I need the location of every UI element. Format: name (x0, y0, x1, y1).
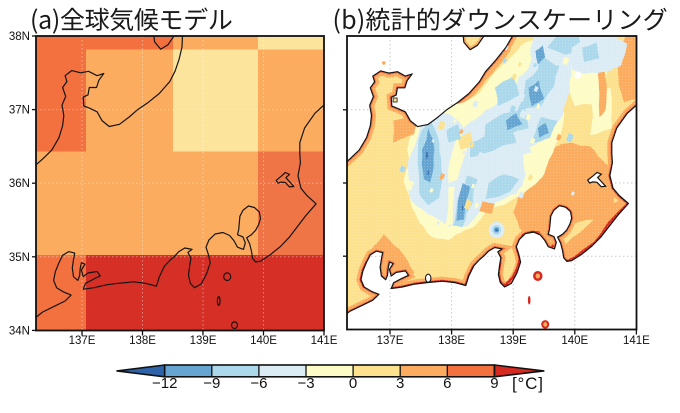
svg-text:6: 6 (443, 375, 451, 392)
svg-text:139E: 139E (500, 335, 527, 347)
svg-text:137E: 137E (69, 335, 96, 347)
svg-text:−6: −6 (250, 375, 267, 392)
svg-text:−3: −3 (297, 375, 314, 392)
svg-text:36N: 36N (9, 178, 30, 190)
svg-text:139E: 139E (190, 335, 217, 347)
svg-text:141E: 141E (623, 335, 650, 347)
svg-text:9: 9 (490, 375, 498, 392)
svg-text:138E: 138E (438, 335, 465, 347)
svg-text:141E: 141E (311, 335, 338, 347)
svg-text:37N: 37N (9, 105, 30, 117)
svg-text:−9: −9 (203, 375, 220, 392)
svg-text:140E: 140E (561, 335, 588, 347)
svg-text:138E: 138E (129, 335, 156, 347)
svg-text:38N: 38N (9, 31, 30, 43)
svg-text:[°C]: [°C] (512, 374, 544, 393)
svg-text:34N: 34N (9, 325, 30, 337)
svg-text:137E: 137E (377, 335, 404, 347)
svg-text:0: 0 (349, 375, 357, 392)
svg-text:140E: 140E (250, 335, 277, 347)
svg-text:3: 3 (396, 375, 404, 392)
svg-text:35N: 35N (9, 252, 30, 264)
svg-text:−12: −12 (152, 375, 177, 392)
